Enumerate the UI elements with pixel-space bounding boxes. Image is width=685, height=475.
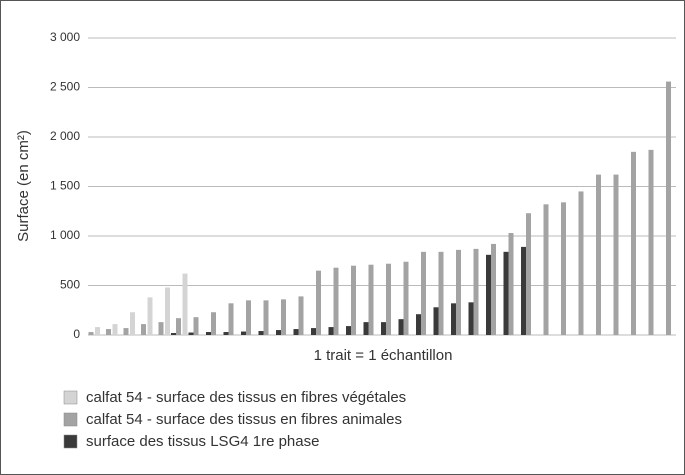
bar: [241, 331, 246, 335]
bar: [223, 332, 229, 335]
bar: [473, 248, 479, 335]
bar: [543, 204, 549, 335]
bar: [503, 251, 509, 335]
y-tick-label: 1 500: [50, 179, 80, 193]
bar: [316, 270, 321, 335]
y-tick-label: 500: [60, 278, 80, 292]
bar: [526, 213, 531, 335]
bar: [182, 273, 188, 335]
bar: [578, 191, 584, 335]
bar: [451, 303, 456, 335]
bar: [165, 287, 170, 335]
legend-swatch: [63, 434, 78, 449]
bar: [188, 332, 194, 335]
bar: [421, 251, 426, 335]
bar: [561, 202, 566, 335]
bar: [228, 303, 234, 335]
legend-label: calfat 54 - surface des tissus en fibres…: [86, 411, 402, 428]
bar: [106, 329, 111, 335]
bar: [123, 328, 129, 335]
bar: [333, 267, 339, 335]
bar: [398, 319, 404, 335]
bar: [147, 297, 153, 335]
bar: [351, 265, 356, 335]
bar: [311, 328, 316, 335]
bar: [521, 246, 526, 335]
x-axis-label: 1 trait = 1 échantillon: [314, 347, 453, 364]
bar: [258, 331, 264, 335]
bar: [211, 312, 216, 335]
bar: [281, 299, 286, 335]
bar: [112, 324, 118, 335]
bar: [486, 254, 491, 335]
y-tick-label: 1 000: [50, 228, 80, 242]
bar: [130, 312, 135, 335]
bar: [596, 174, 601, 335]
bar: [193, 317, 199, 335]
bar: [368, 264, 374, 335]
bar: [176, 318, 181, 335]
legend-label: calfat 54 - surface des tissus en fibres…: [86, 389, 406, 406]
bar: [508, 233, 514, 335]
bar: [386, 263, 391, 335]
bar: [206, 332, 211, 335]
bar: [328, 327, 334, 335]
bar: [666, 81, 671, 335]
bar: [158, 322, 164, 335]
y-tick-label: 2 000: [50, 129, 80, 143]
bar: [276, 330, 281, 335]
legend-swatch: [63, 390, 78, 405]
bar: [456, 249, 461, 335]
bar: [468, 302, 474, 335]
bar: [95, 327, 100, 335]
bar: [171, 333, 176, 335]
legend-label: surface des tissus LSG4 1re phase: [86, 433, 319, 450]
bar: [246, 300, 251, 335]
bar: [438, 251, 444, 335]
bar: [648, 149, 654, 335]
bar: [381, 322, 386, 335]
bar: [363, 322, 369, 335]
bar: [631, 151, 636, 335]
bar: [298, 296, 304, 335]
bar: [346, 326, 351, 335]
y-tick-label: 2 500: [50, 80, 80, 94]
bar: [403, 261, 409, 335]
bar: [433, 307, 439, 335]
bar: [416, 314, 421, 335]
y-tick-label: 0: [73, 327, 80, 341]
bar: [613, 174, 619, 335]
bar: [293, 329, 299, 335]
bar: [263, 300, 269, 335]
bar: [88, 332, 94, 335]
bar: [491, 243, 496, 335]
bar: [141, 324, 146, 335]
legend-swatch: [63, 412, 78, 427]
y-axis-label: Surface (en cm²): [15, 130, 32, 242]
y-tick-label: 3 000: [50, 30, 80, 44]
